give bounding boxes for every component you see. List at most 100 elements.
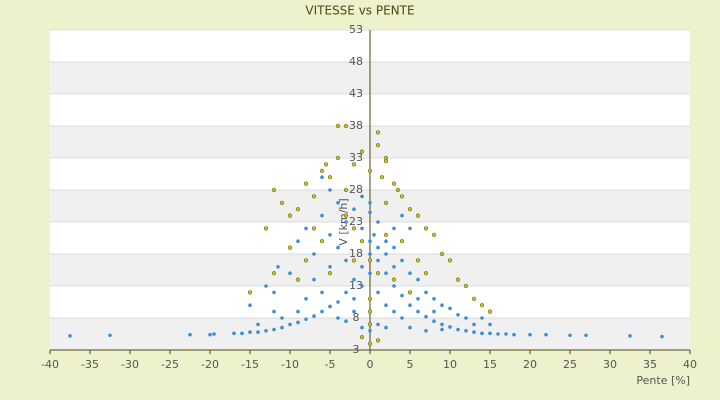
y-tick-label: 28 xyxy=(349,183,363,196)
scatter-point xyxy=(464,316,468,320)
scatter-point xyxy=(379,175,385,180)
scatter-point xyxy=(408,226,412,231)
scatter-point xyxy=(423,226,429,231)
scatter-point xyxy=(360,194,364,199)
scatter-point xyxy=(368,210,372,215)
x-tick-label: 15 xyxy=(483,358,497,371)
scatter-point xyxy=(68,334,72,338)
scatter-point xyxy=(376,290,380,295)
scatter-point xyxy=(384,325,388,330)
scatter-point xyxy=(399,239,405,244)
scatter-point xyxy=(392,284,396,288)
scatter-point xyxy=(328,265,332,269)
scatter-point xyxy=(279,200,285,205)
scatter-point xyxy=(368,252,372,256)
scatter-point xyxy=(264,284,268,288)
scatter-point xyxy=(359,149,365,154)
y-tick-label: 43 xyxy=(349,87,363,100)
scatter-point xyxy=(343,123,349,129)
scatter-point xyxy=(256,330,260,334)
y-tick-label: 48 xyxy=(349,55,363,68)
scatter-point xyxy=(288,322,292,327)
scatter-point xyxy=(312,252,316,256)
scatter-point xyxy=(568,333,572,338)
scatter-point xyxy=(400,293,404,298)
scatter-point xyxy=(480,316,484,320)
scatter-point xyxy=(392,309,396,314)
scatter-point xyxy=(368,239,372,243)
scatter-point xyxy=(423,271,429,276)
scatter-point xyxy=(287,245,293,250)
scatter-point xyxy=(344,319,348,324)
scatter-point xyxy=(376,258,380,263)
scatter-point xyxy=(384,271,388,276)
scatter-point xyxy=(368,201,372,205)
y-tick-label: 18 xyxy=(349,247,363,260)
x-tick-label: -10 xyxy=(281,358,299,371)
scatter-point xyxy=(335,123,341,129)
scatter-point xyxy=(384,239,388,243)
scatter-point xyxy=(304,317,308,322)
scatter-point xyxy=(271,271,277,276)
scatter-point xyxy=(399,194,405,199)
scatter-point xyxy=(383,200,389,205)
y-axis-title: V [km/h] xyxy=(337,198,350,245)
scatter-point xyxy=(375,143,381,148)
scatter-point xyxy=(424,314,428,319)
scatter-point xyxy=(455,277,461,282)
x-tick-label: -5 xyxy=(325,358,336,371)
scatter-point xyxy=(288,271,292,276)
scatter-point xyxy=(472,330,476,334)
scatter-point xyxy=(400,316,404,320)
scatter-point xyxy=(464,329,468,333)
y-tick-label: 8 xyxy=(353,311,360,324)
scatter-point xyxy=(271,187,277,193)
y-tick-label: 53 xyxy=(349,23,363,36)
scatter-point xyxy=(352,207,356,211)
y-tick-label: 33 xyxy=(349,151,363,164)
scatter-point xyxy=(472,322,476,327)
scatter-point xyxy=(391,181,397,186)
y-tick-label: 38 xyxy=(349,119,363,132)
scatter-point xyxy=(432,297,436,301)
scatter-point xyxy=(336,300,340,304)
scatter-point xyxy=(328,188,332,192)
scatter-point xyxy=(415,213,421,218)
scatter-point xyxy=(352,309,356,314)
scatter-point xyxy=(544,332,548,337)
x-tick-label: 20 xyxy=(523,358,537,371)
scatter-point xyxy=(415,258,421,263)
scatter-point xyxy=(256,322,260,327)
x-tick-label: 30 xyxy=(603,358,617,371)
scatter-point xyxy=(456,327,460,332)
scatter-point xyxy=(440,322,444,327)
scatter-point xyxy=(367,296,373,301)
scatter-point xyxy=(335,155,341,161)
scatter-point xyxy=(528,332,532,337)
scatter-point xyxy=(344,290,348,295)
scatter-point xyxy=(384,303,388,308)
scatter-point xyxy=(504,332,508,336)
scatter-point xyxy=(320,213,324,218)
scatter-point xyxy=(383,232,389,237)
scatter-point xyxy=(247,290,253,295)
scatter-point xyxy=(408,271,412,276)
scatter-point xyxy=(323,162,329,167)
scatter-point xyxy=(448,325,452,329)
scatter-point xyxy=(272,290,276,295)
scatter-point xyxy=(344,220,348,224)
scatter-point xyxy=(376,245,380,250)
x-tick-label: 10 xyxy=(443,358,457,371)
x-tick-label: 40 xyxy=(683,358,697,371)
scatter-point xyxy=(440,303,444,308)
scatter-point xyxy=(392,245,396,250)
scatter-point xyxy=(660,334,664,339)
x-tick-label: -20 xyxy=(201,358,219,371)
scatter-point xyxy=(108,333,112,338)
scatter-point xyxy=(304,297,308,301)
scatter-point xyxy=(512,332,516,337)
scatter-point xyxy=(367,258,373,263)
chart-title: VITESSE vs PENTE xyxy=(305,4,414,18)
scatter-point xyxy=(447,258,453,263)
scatter-point xyxy=(496,332,500,336)
